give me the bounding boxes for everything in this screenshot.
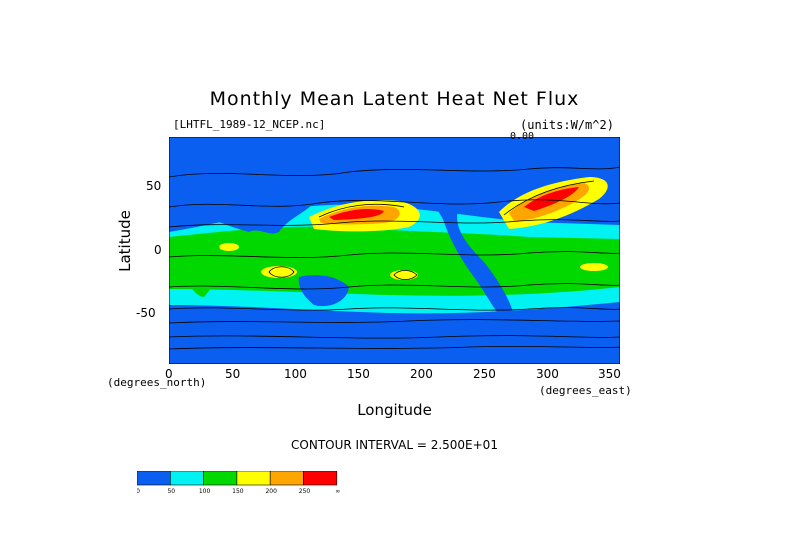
legend-label: 250	[299, 488, 311, 495]
legend-swatch	[236, 471, 271, 486]
legend-swatch	[303, 471, 338, 486]
legend-swatch	[269, 471, 304, 486]
legend-label: ∞	[335, 488, 340, 495]
color-legend: 0 50 100 150 200 250 ∞	[137, 471, 340, 495]
x-tick-label: 50	[225, 367, 241, 381]
x-axis-unit: (degrees_east)	[539, 384, 632, 397]
y-tick-label: -50	[136, 306, 156, 320]
y-axis-unit: (degrees_north)	[107, 376, 207, 389]
file-label: [LHTFL_1989-12_NCEP.nc]	[173, 118, 326, 131]
map-annotation: 0.00	[510, 131, 535, 142]
legend-label: 150	[232, 488, 244, 495]
legend-swatch	[169, 471, 204, 486]
y-tick-label: 50	[146, 179, 162, 193]
units-label: (units:W/m^2)	[520, 118, 614, 132]
y-tick-label: 0	[154, 243, 162, 257]
x-axis-label: Longitude	[357, 401, 432, 419]
x-tick-label: 100	[284, 367, 307, 381]
x-tick-label: 250	[473, 367, 496, 381]
x-tick-label: 0	[165, 367, 173, 381]
y-axis-label: Latitude	[116, 210, 134, 272]
legend-label: 200	[265, 488, 277, 495]
legend-swatch	[137, 471, 171, 486]
legend-label: 50	[167, 488, 175, 495]
chart-title: Monthly Mean Latent Heat Net Flux	[209, 88, 580, 110]
legend-label: 100	[199, 488, 211, 495]
x-tick-label: 300	[536, 367, 559, 381]
flux-map	[169, 137, 620, 364]
legend-label: 0	[137, 488, 140, 495]
x-tick-label: 150	[347, 367, 370, 381]
contour-interval-text: CONTOUR INTERVAL = 2.500E+01	[291, 438, 498, 452]
x-tick-label: 350	[598, 367, 621, 381]
legend-swatch	[203, 471, 238, 486]
x-tick-label: 200	[410, 367, 433, 381]
